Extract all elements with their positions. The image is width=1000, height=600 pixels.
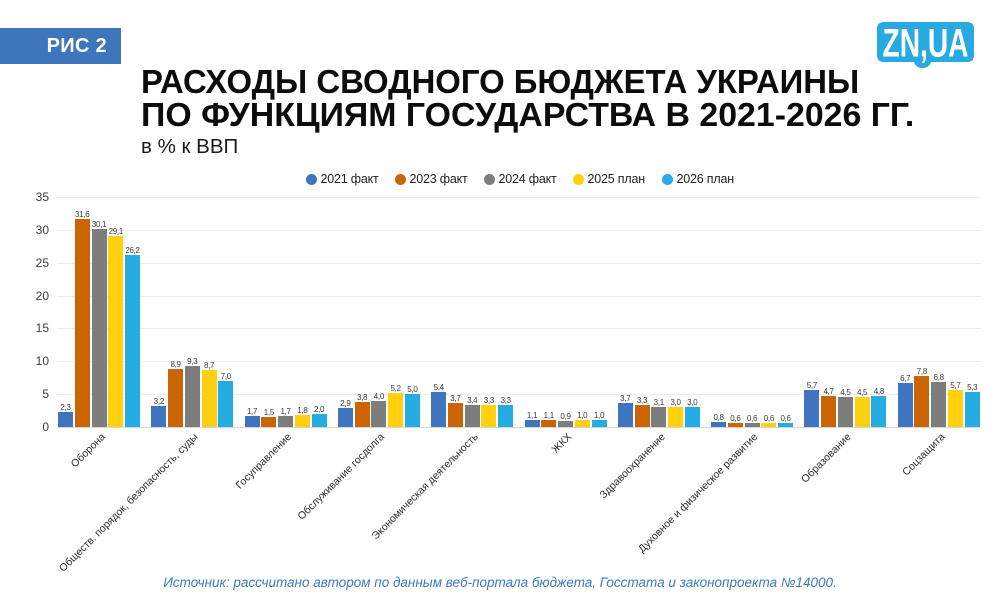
svg-text:ZN,UA: ZN,UA [883,22,969,66]
